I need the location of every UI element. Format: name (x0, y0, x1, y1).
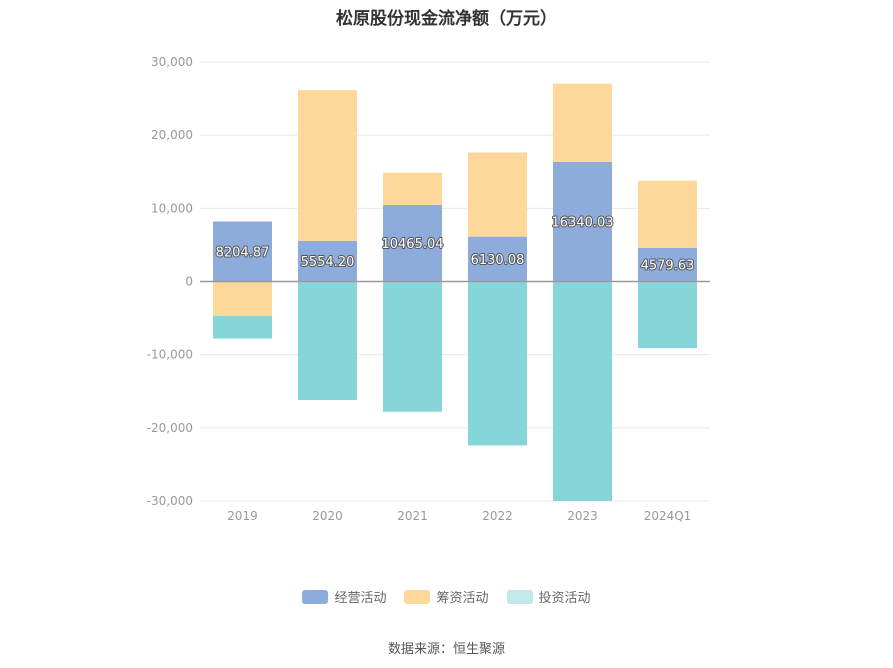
bar-operating (553, 161, 612, 282)
bar-investing (468, 281, 527, 446)
x-tick-label: 2020 (312, 509, 343, 523)
bar-operating (468, 236, 527, 282)
x-tick-label: 2024Q1 (644, 509, 692, 523)
data-label: 8204.87 (216, 245, 270, 260)
y-tick-label: 0 (185, 275, 193, 289)
bar-financing (213, 281, 272, 316)
data-label: 10465.04 (381, 237, 443, 252)
bar-financing (468, 152, 527, 237)
bar-investing (553, 281, 612, 501)
bar-operating (383, 204, 442, 282)
x-tick-label: 2023 (567, 509, 598, 523)
chart-title: 松原股份现金流净额（万元） (336, 9, 557, 29)
chart-plot: 30,000 20,000 10,000 0 -10,000 -20,000 -30,000… (147, 55, 710, 523)
bar-financing (298, 90, 357, 241)
legend-item-operating[interactable]: 经营活动 (302, 587, 386, 606)
legend-item-investing[interactable]: 投资活动 (506, 587, 591, 606)
legend-item-financing[interactable]: 筹资活动 (404, 587, 489, 606)
y-tick-label: 10,000 (151, 201, 193, 215)
legend-swatch-financing (404, 589, 431, 604)
data-label: 5554.20 (301, 255, 355, 270)
legend-label-operating: 经营活动 (334, 591, 387, 606)
y-tick-label: -10,000 (147, 348, 193, 362)
legend-label-investing: 投资活动 (538, 591, 591, 606)
bar-operating (298, 240, 357, 282)
axis-layer: 30,000 20,000 10,000 0 -10,000 -20,000 -30,000… (147, 55, 710, 523)
y-tick-label: -20,000 (147, 421, 193, 435)
bar-financing (553, 83, 612, 162)
bar-layer (213, 83, 697, 501)
legend: 经营活动 筹资活动 投资活动 (0, 587, 893, 606)
x-tick-label: 2022 (482, 509, 513, 523)
bar-investing (383, 281, 442, 412)
legend-label-financing: 筹资活动 (436, 591, 489, 606)
data-label: 6130.08 (471, 253, 525, 268)
legend-swatch-operating (302, 589, 329, 604)
grid-layer (200, 61, 710, 502)
y-tick-label: 30,000 (151, 55, 193, 69)
y-tick-label: 20,000 (151, 128, 193, 142)
bar-financing (638, 180, 697, 248)
bar-financing (383, 172, 442, 205)
bar-investing (298, 281, 357, 401)
legend-swatch-investing (506, 589, 533, 604)
source-note: 数据来源：恒生聚源 (387, 642, 505, 657)
x-tick-label: 2019 (227, 509, 258, 523)
x-tick-label: 2021 (397, 509, 428, 523)
bar-operating (213, 221, 272, 282)
data-label: 16340.03 (551, 216, 613, 231)
y-tick-label: -30,000 (147, 494, 193, 508)
bar-investing (638, 281, 697, 349)
data-label: 4579.63 (641, 259, 695, 274)
label-layer: 8204.87 5554.20 10465.04 6130.08 16340.03 457… (215, 215, 696, 275)
bar-investing (213, 315, 272, 339)
bar-operating (638, 247, 697, 282)
